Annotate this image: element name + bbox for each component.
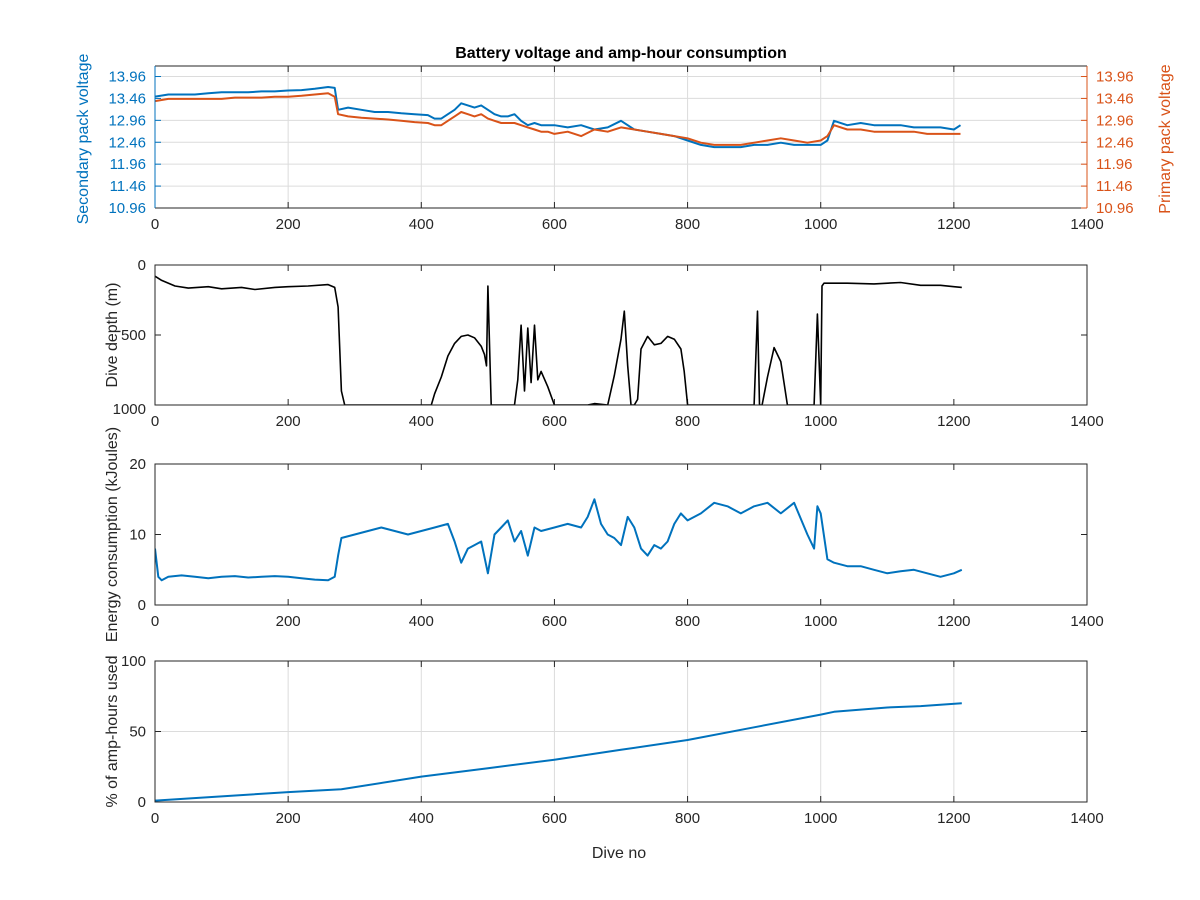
y-axis-label: % of amp-hours used xyxy=(104,655,121,807)
x-tick-label: 400 xyxy=(409,810,434,827)
x-tick-label: 800 xyxy=(675,216,700,233)
y-right-tick-label: 13.46 xyxy=(1096,90,1134,107)
x-tick-label: 1200 xyxy=(937,216,970,233)
y-tick-label: 10.96 xyxy=(108,200,146,217)
x-tick-label: 400 xyxy=(409,413,434,430)
x-tick-label: 1400 xyxy=(1070,810,1103,827)
y-tick-label: 50 xyxy=(129,724,146,741)
axes-box xyxy=(154,264,1088,406)
y-tick-label: 13.46 xyxy=(108,90,146,107)
x-tick-label: 1000 xyxy=(804,613,837,630)
x-tick-label: 1200 xyxy=(937,810,970,827)
y-axis-label-left: Secondary pack voltage xyxy=(75,54,92,225)
y-axis-label: Dive depth (m) xyxy=(104,283,121,388)
y-tick-label: 100 xyxy=(121,653,146,670)
x-tick-label: 1400 xyxy=(1070,613,1103,630)
y-tick-label: 500 xyxy=(121,327,146,344)
y-right-tick-label: 11.96 xyxy=(1096,156,1132,173)
x-tick-label: 800 xyxy=(675,613,700,630)
x-tick-label: 1000 xyxy=(804,216,837,233)
x-tick-label: 800 xyxy=(675,810,700,827)
depth-subplot: 0 200 400 600 800 1000 1200 1400 0 500 1000 Dive de… xyxy=(104,257,1104,430)
series-line xyxy=(155,702,962,802)
plot-area xyxy=(155,66,1087,208)
chart-title: Battery voltage and amp-hour consumption xyxy=(455,45,787,62)
y-right-tick-label: 11.46 xyxy=(1096,178,1132,195)
y-tick-label: 0 xyxy=(138,597,146,614)
y-tick-label: 0 xyxy=(138,257,146,274)
x-tick-label: 600 xyxy=(542,613,567,630)
x-tick-label: 400 xyxy=(409,216,434,233)
x-tick-label: 200 xyxy=(276,413,301,430)
y-tick-label: 12.46 xyxy=(108,134,146,151)
series-line xyxy=(155,498,963,582)
energy-subplot: 0 200 400 600 800 1000 1200 1400 0 10 20 Energy con… xyxy=(104,427,1104,642)
x-tick-label: 1000 xyxy=(804,810,837,827)
y-tick-label: 11.96 xyxy=(110,156,146,173)
x-tick-label: 0 xyxy=(151,216,159,233)
y-right-tick-label: 12.46 xyxy=(1096,134,1134,151)
x-tick-label: 800 xyxy=(675,413,700,430)
y-tick-label: 1000 xyxy=(113,401,146,418)
y-axis-label-right: Primary pack voltage xyxy=(1157,64,1174,213)
y-right-tick-label: 13.96 xyxy=(1096,69,1134,86)
y-tick-label: 12.96 xyxy=(108,112,146,129)
x-tick-label: 200 xyxy=(276,810,301,827)
x-tick-label: 600 xyxy=(542,413,567,430)
y-right-tick-label: 12.96 xyxy=(1096,112,1134,129)
secondary-voltage-line xyxy=(155,86,962,149)
plot-area xyxy=(155,464,1087,605)
y-tick-label: 11.46 xyxy=(110,178,146,195)
x-tick-label: 0 xyxy=(151,613,159,630)
x-tick-label: 400 xyxy=(409,613,434,630)
x-tick-label: 0 xyxy=(151,413,159,430)
x-tick-label: 200 xyxy=(276,613,301,630)
y-tick-label: 0 xyxy=(138,794,146,811)
axes-box xyxy=(154,463,1088,606)
axes-box xyxy=(154,660,1088,803)
x-tick-label: 1400 xyxy=(1070,413,1103,430)
x-axis-label: Dive no xyxy=(592,845,646,862)
y-tick-label: 13.96 xyxy=(108,69,146,86)
amphours-subplot: 0 200 400 600 800 1000 1200 1400 0 50 100% of amp-… xyxy=(104,653,1104,862)
x-tick-label: 1000 xyxy=(804,413,837,430)
x-tick-label: 1400 xyxy=(1070,216,1103,233)
voltage-subplot: 0 200 400 600 800 1000 1200 140010.9611.4611.96… xyxy=(75,45,1174,233)
x-tick-label: 1200 xyxy=(937,613,970,630)
y-right-tick-label: 10.96 xyxy=(1096,200,1134,217)
x-tick-label: 0 xyxy=(151,810,159,827)
primary-voltage-line xyxy=(155,92,961,146)
x-tick-label: 600 xyxy=(542,216,567,233)
y-tick-label: 10 xyxy=(129,527,146,544)
y-axis-label: Energy consumption (kJoules) xyxy=(104,427,121,642)
x-tick-label: 200 xyxy=(276,216,301,233)
x-tick-label: 1200 xyxy=(937,413,970,430)
y-tick-label: 20 xyxy=(129,456,146,473)
x-tick-label: 600 xyxy=(542,810,567,827)
